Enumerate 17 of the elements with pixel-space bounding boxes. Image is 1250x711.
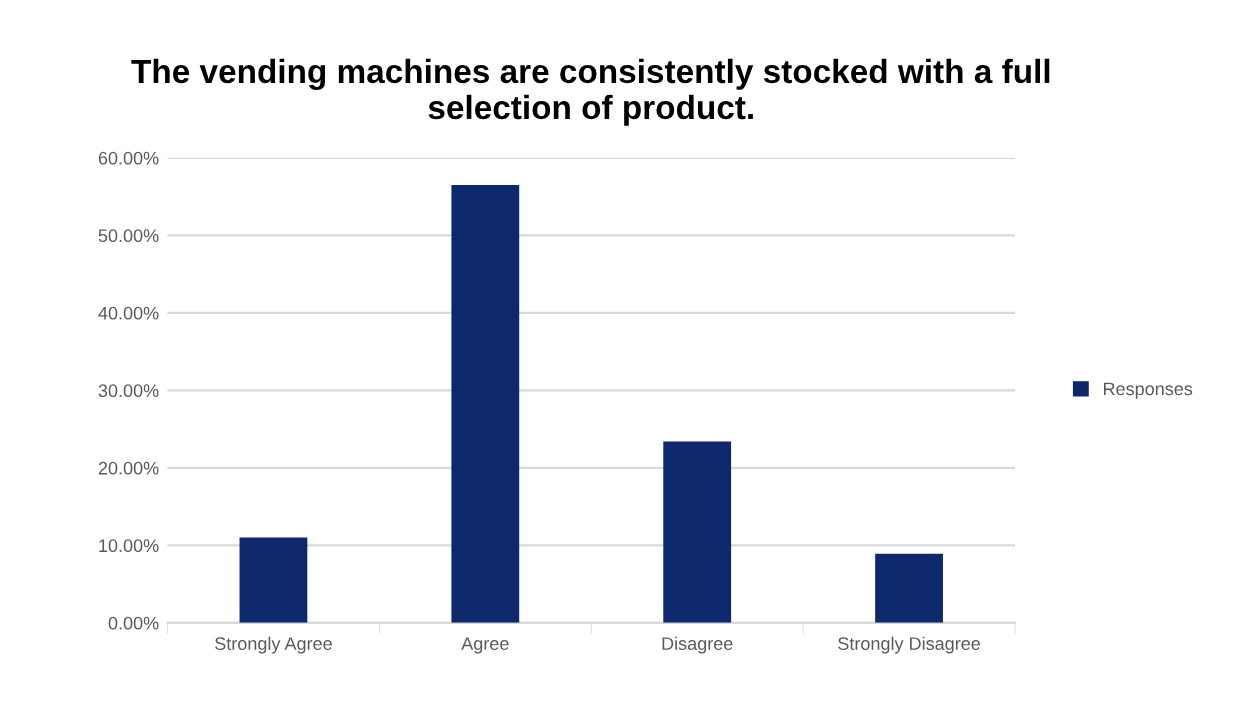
bar xyxy=(663,441,732,623)
x-tick-label: Agree xyxy=(461,637,509,654)
x-tick-label: Disagree xyxy=(662,636,733,654)
bar xyxy=(451,184,520,623)
y-tick-label: 60.00% xyxy=(98,151,159,165)
x-tick-label: Strongly Agree xyxy=(215,636,332,654)
y-tick-label: 20.00% xyxy=(98,461,159,475)
legend-label: Responses xyxy=(1103,382,1193,399)
y-tick-label: 30.00% xyxy=(98,384,159,398)
x-tick-label: Strongly Disagree xyxy=(838,636,981,654)
bar xyxy=(239,537,308,623)
y-tick-label: 40.00% xyxy=(98,306,159,320)
y-tick-label: 0.00% xyxy=(108,616,159,630)
chart-title: The vending machines are consistently stocked with a full selection of product. xyxy=(131,58,1050,126)
bar xyxy=(875,553,943,623)
y-tick-label: 10.00% xyxy=(99,539,159,553)
y-tick-label: 50.00% xyxy=(98,229,159,243)
